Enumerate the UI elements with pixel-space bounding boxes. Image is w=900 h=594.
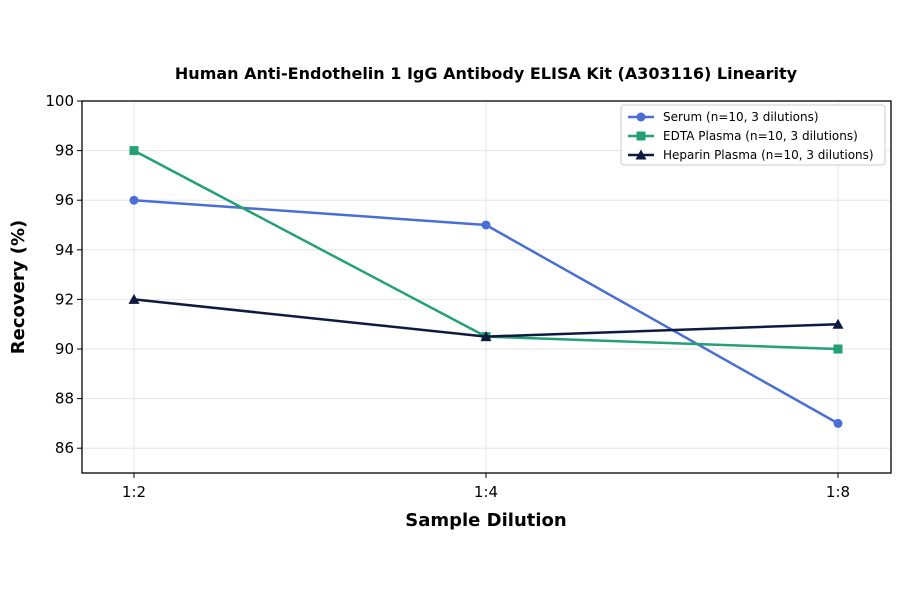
data-point [129,146,139,156]
series-layer [128,146,844,428]
data-point [833,418,843,428]
legend-label: Serum (n=10, 3 dilutions) [663,110,819,124]
x-tick-label: 1:2 [122,483,146,501]
legend-item: Heparin Plasma (n=10, 3 dilutions) [628,148,874,162]
series-3 [128,293,844,342]
legend-box [620,104,886,166]
data-point [129,195,139,205]
y-axis-label: Recovery (%) [8,220,29,354]
data-point [833,344,843,354]
legend-item: EDTA Plasma (n=10, 3 dilutions) [628,129,858,143]
y-tick-label: 94 [55,241,74,259]
legend-item: Serum (n=10, 3 dilutions) [628,110,819,124]
y-tick-label: 86 [55,439,74,457]
x-tick-label: 1:4 [474,483,498,501]
y-tick-label: 96 [55,191,74,209]
legend-marker [635,149,647,160]
legend-label: Heparin Plasma (n=10, 3 dilutions) [663,148,874,162]
legend-marker [636,131,646,141]
data-point [480,331,492,342]
data-point [128,293,140,304]
y-tick-label: 92 [55,290,74,308]
legend-label: EDTA Plasma (n=10, 3 dilutions) [663,129,858,143]
chart-title: Human Anti-Endothelin 1 IgG Antibody ELI… [175,64,798,83]
x-axis-label: Sample Dilution [405,510,566,531]
y-tick-label: 88 [55,390,74,408]
y-tick-label: 100 [45,92,74,110]
legend: Serum (n=10, 3 dilutions) EDTA Plasma (n=… [620,104,886,166]
data-point [481,220,491,230]
y-tick-label: 98 [55,142,74,160]
x-tick-label: 1:8 [826,483,850,501]
series-1 [129,195,843,428]
ticks: 86 88 90 92 94 96 98 100 1:2 1:4 1:8 [45,92,850,501]
data-point [832,318,844,329]
legend-marker [636,112,646,122]
y-tick-label: 90 [55,340,74,358]
